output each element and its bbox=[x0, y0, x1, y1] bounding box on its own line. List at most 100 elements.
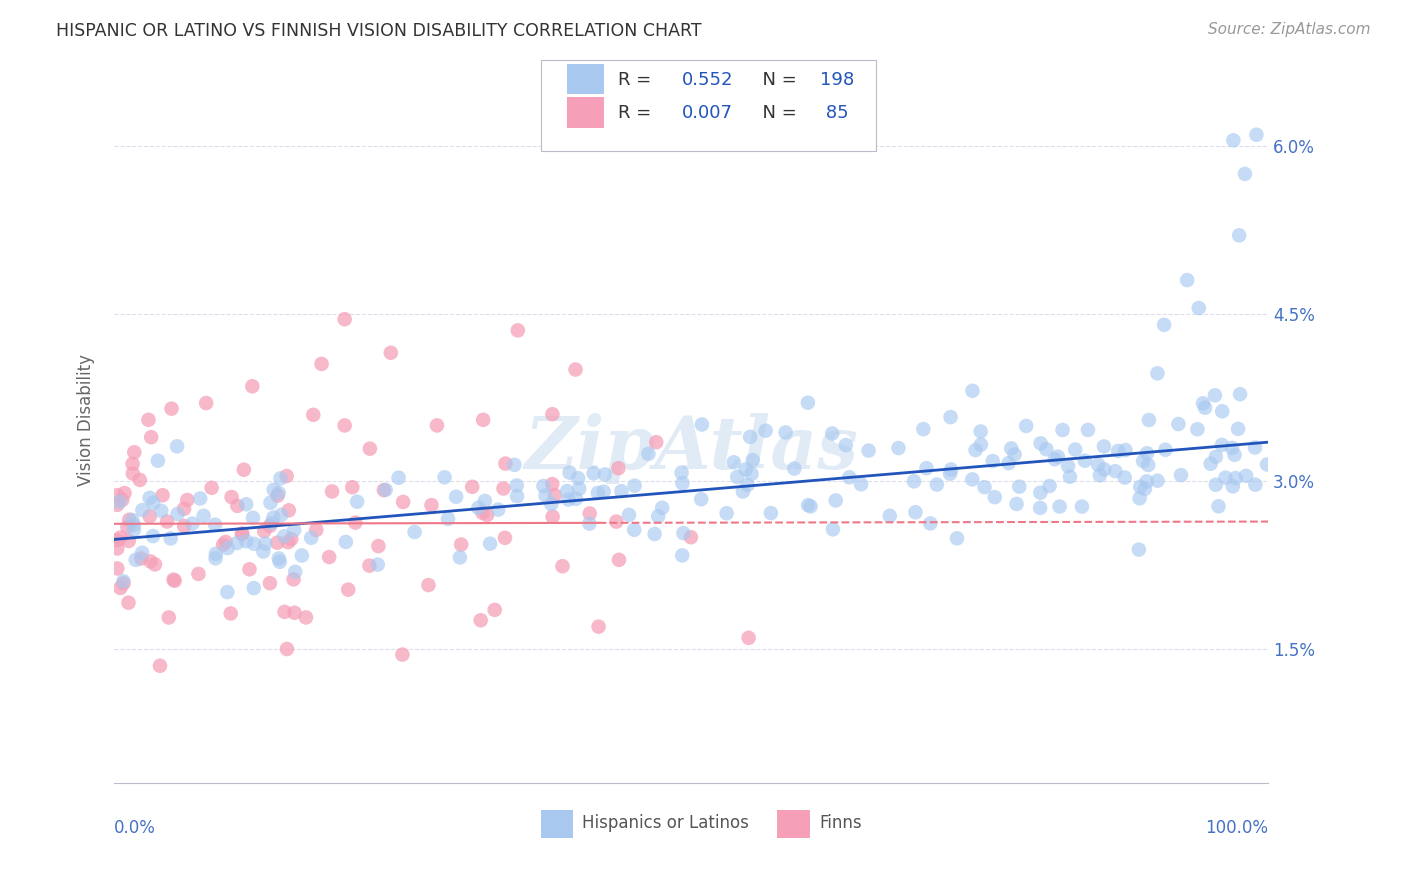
Point bbox=[1074, 454, 1097, 468]
Y-axis label: Vision Disability: Vision Disability bbox=[77, 354, 96, 486]
FancyBboxPatch shape bbox=[568, 97, 605, 128]
Point bbox=[1077, 423, 1099, 437]
Point bbox=[610, 484, 633, 499]
Point bbox=[380, 345, 402, 359]
Point bbox=[472, 413, 495, 427]
Point bbox=[181, 516, 204, 531]
Point bbox=[1092, 462, 1115, 476]
Point bbox=[1071, 500, 1094, 514]
Point bbox=[139, 554, 162, 568]
Point bbox=[1088, 468, 1111, 483]
Point bbox=[122, 517, 145, 532]
Point bbox=[305, 523, 328, 537]
Point bbox=[1008, 480, 1031, 494]
Point bbox=[1137, 413, 1160, 427]
Point bbox=[276, 469, 298, 483]
Point bbox=[503, 458, 526, 472]
Point bbox=[1057, 458, 1080, 473]
Point bbox=[925, 477, 948, 491]
Point bbox=[1146, 474, 1168, 488]
Point bbox=[173, 501, 195, 516]
Point bbox=[159, 532, 181, 546]
Point bbox=[904, 505, 927, 519]
Point bbox=[731, 484, 754, 499]
Text: N =: N = bbox=[751, 104, 803, 122]
Point bbox=[219, 607, 242, 621]
Point bbox=[1092, 439, 1115, 453]
Point bbox=[273, 529, 295, 543]
Point bbox=[259, 496, 281, 510]
Point bbox=[716, 506, 738, 520]
Point bbox=[195, 396, 218, 410]
Point bbox=[1194, 401, 1216, 415]
Point bbox=[359, 442, 381, 456]
Point bbox=[1004, 447, 1026, 461]
Point bbox=[470, 613, 492, 627]
Point bbox=[494, 531, 516, 545]
Point bbox=[231, 526, 253, 541]
Point bbox=[333, 312, 356, 326]
FancyBboxPatch shape bbox=[541, 60, 876, 151]
Point bbox=[283, 573, 305, 587]
Point bbox=[240, 379, 263, 393]
Point bbox=[205, 547, 228, 561]
Point bbox=[118, 533, 141, 548]
Text: R =: R = bbox=[619, 70, 657, 89]
Point bbox=[277, 535, 299, 549]
Point bbox=[121, 467, 143, 481]
Point bbox=[1175, 273, 1198, 287]
Point bbox=[671, 549, 693, 563]
Point bbox=[474, 494, 496, 508]
Point bbox=[193, 508, 215, 523]
Point bbox=[242, 511, 264, 525]
Point bbox=[557, 492, 579, 507]
Point bbox=[737, 631, 759, 645]
Point bbox=[623, 479, 645, 493]
Point bbox=[231, 526, 253, 541]
Point bbox=[920, 516, 942, 531]
Point bbox=[1136, 475, 1159, 489]
Point bbox=[671, 466, 693, 480]
Point bbox=[1225, 471, 1247, 485]
Point bbox=[1059, 469, 1081, 483]
Point bbox=[337, 582, 360, 597]
Point bbox=[142, 529, 165, 543]
Point bbox=[262, 510, 284, 524]
Point bbox=[567, 471, 589, 485]
Point bbox=[391, 648, 413, 662]
Point bbox=[437, 512, 460, 526]
Point bbox=[1029, 436, 1052, 450]
Point bbox=[166, 507, 188, 521]
Point bbox=[887, 441, 910, 455]
Point bbox=[111, 492, 134, 507]
Point bbox=[506, 489, 529, 503]
Point bbox=[263, 483, 285, 497]
Point bbox=[150, 504, 173, 518]
Point bbox=[1208, 500, 1230, 514]
Point bbox=[450, 537, 472, 551]
Point bbox=[1170, 468, 1192, 483]
Point bbox=[783, 461, 806, 475]
Point bbox=[1244, 441, 1267, 455]
Point bbox=[118, 513, 141, 527]
Point bbox=[981, 454, 1004, 468]
Point bbox=[1049, 500, 1071, 514]
Point bbox=[112, 574, 135, 589]
Point bbox=[232, 463, 254, 477]
Point bbox=[997, 456, 1019, 470]
Point bbox=[149, 658, 172, 673]
Point bbox=[1132, 454, 1154, 468]
Point bbox=[114, 486, 136, 500]
Point bbox=[1192, 396, 1215, 410]
Text: 0.0%: 0.0% bbox=[114, 820, 156, 838]
Point bbox=[970, 437, 993, 451]
Point bbox=[741, 467, 763, 481]
Point bbox=[912, 422, 935, 436]
Point bbox=[388, 471, 411, 485]
Point bbox=[1133, 482, 1156, 496]
Point bbox=[235, 497, 257, 511]
Text: 0.007: 0.007 bbox=[682, 104, 733, 122]
Point bbox=[444, 490, 467, 504]
Text: HISPANIC OR LATINO VS FINNISH VISION DISABILITY CORRELATION CHART: HISPANIC OR LATINO VS FINNISH VISION DIS… bbox=[56, 22, 702, 40]
Point bbox=[260, 516, 283, 530]
